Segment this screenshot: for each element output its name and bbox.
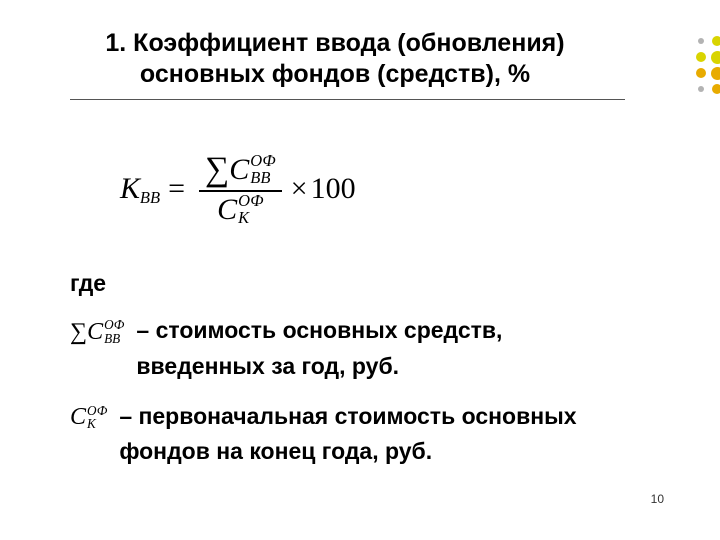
formula-lhs-sub: ВВ [140, 188, 160, 208]
def1-symbol: ∑СОФВВ [70, 313, 124, 344]
num-var: С [229, 152, 249, 188]
logo-dot [711, 51, 720, 64]
definition-2: СОФК – первоначальная стоимость основных… [70, 399, 670, 470]
definitions: где ∑СОФВВ – стоимость основных средств,… [0, 228, 720, 470]
page-number: 10 [651, 492, 664, 506]
logo-dot [698, 86, 704, 92]
definition-1: ∑СОФВВ – стоимость основных средств, вве… [70, 313, 670, 384]
sigma-icon: ∑ [205, 150, 229, 191]
slide-title: 1. Коэффициент ввода (обновления) основн… [60, 28, 680, 91]
logo-dot [712, 36, 720, 46]
den-var: С [217, 192, 237, 228]
logo-dot [711, 67, 720, 80]
title-line-1: 1. Коэффициент ввода (обновления) [105, 29, 564, 57]
logo-dot [696, 52, 706, 62]
title-line-2: основных фондов (средств), % [140, 60, 530, 88]
def2-text-l1: – первоначальная стоимость основных [119, 403, 576, 429]
def2-text-l2: фондов на конец года, руб. [119, 438, 432, 464]
def1-text-l1: – стоимость основных средств, [136, 317, 502, 343]
formula-const: 100 [311, 172, 356, 206]
formula-lhs-var: К [120, 172, 140, 206]
where-label: где [70, 266, 670, 302]
main-formula: КВВ = ∑ СОФВВ СОФК × 100 [120, 150, 720, 228]
times-symbol: × [291, 172, 308, 206]
def2-symbol: СОФК [70, 399, 107, 430]
formula-fraction: ∑ СОФВВ СОФК [199, 150, 282, 228]
title-underline [70, 99, 625, 100]
logo-dot [712, 84, 720, 94]
logo-dot [698, 38, 704, 44]
def1-text-l2: введенных за год, руб. [136, 353, 399, 379]
logo-dot [696, 68, 706, 78]
